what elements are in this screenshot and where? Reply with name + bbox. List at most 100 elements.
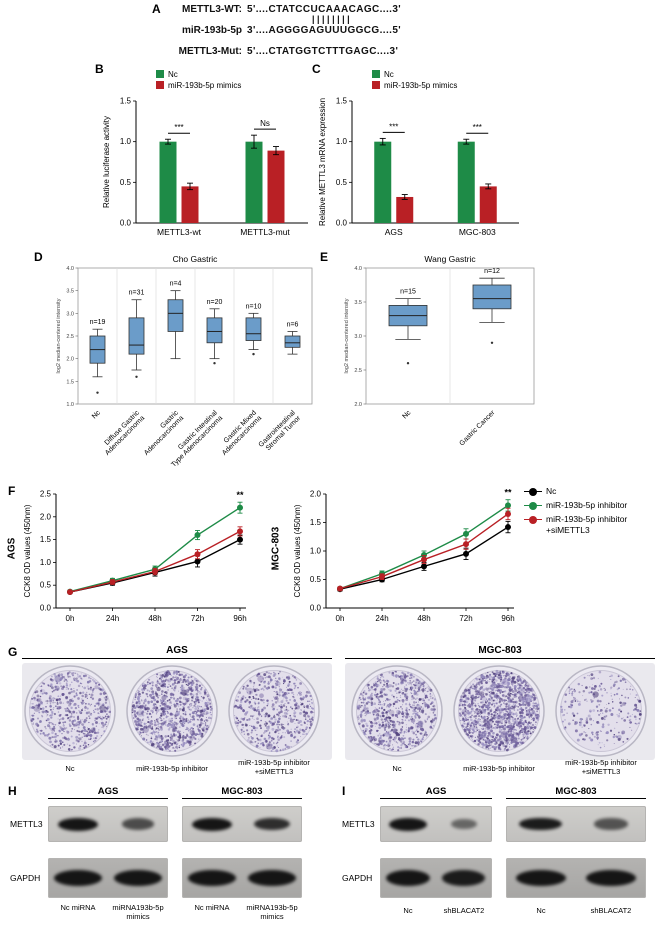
panel-h-label: H: [8, 784, 17, 798]
svg-text:n=19: n=19: [90, 319, 106, 326]
panel-a-label: A: [152, 2, 161, 16]
svg-text:CCK8 OD values (450nm): CCK8 OD values (450nm): [293, 504, 302, 597]
wb-h-lane-mgc803-nc: Nc miRNA: [194, 903, 230, 912]
svg-text:48h: 48h: [417, 614, 430, 623]
svg-text:2.0: 2.0: [354, 402, 362, 408]
wb-i-lane-ags-shblacat2: shBLACAT2: [443, 906, 485, 915]
panel-g-label: G: [8, 645, 18, 659]
wb-i-ags-title: AGS: [380, 786, 492, 799]
svg-text:72h: 72h: [459, 614, 472, 623]
wb-h-lane-ags-nc: Nc miRNA: [60, 903, 96, 912]
svg-text:0h: 0h: [66, 614, 75, 623]
legend-item-inhibitor: miR-193b-5p inhibitor: [524, 500, 627, 510]
svg-text:1.5: 1.5: [336, 97, 348, 106]
panel-c-label: C: [312, 62, 321, 76]
dish-label-mgc803-nc: Nc: [392, 764, 402, 773]
svg-text:Nc: Nc: [384, 70, 394, 79]
wb-i-gapdh-row-label: GAPDH: [342, 873, 373, 883]
mgc803-cck8-line-chart: 0.0 0.5 1.0 1.5 2.0 0h 24h 48h 72h 96h CCK8 OD val…: [293, 488, 515, 623]
svg-text:METTL3-mut: METTL3-mut: [240, 227, 290, 237]
wb-h-mgc803-gapdh-blot: [182, 858, 302, 898]
ags-colony-group-header: AGS: [22, 645, 332, 659]
svg-text:1.5: 1.5: [120, 97, 132, 106]
svg-text:0.0: 0.0: [40, 604, 52, 613]
wb-i-mettl3-row-label: METTL3: [342, 819, 375, 829]
svg-text:n=6: n=6: [287, 321, 299, 328]
svg-text:1.5: 1.5: [310, 518, 322, 527]
svg-text:MGC-803: MGC-803: [459, 227, 496, 237]
svg-text:Cho Gastric: Cho Gastric: [173, 254, 219, 264]
svg-text:Gastric MixedAdenocarcinoma: Gastric MixedAdenocarcinoma: [216, 409, 263, 456]
colony-dish-ags-nc: [24, 665, 116, 757]
sequence-text-mut: 5'....CTATGGTCTTTGAGC....3': [247, 46, 399, 57]
line-chart-legend: Nc miR-193b-5p inhibitor miR-193b-5p inh…: [524, 486, 627, 535]
svg-text:0h: 0h: [336, 614, 345, 623]
svg-text:3.0: 3.0: [66, 311, 74, 317]
svg-text:Ns: Ns: [260, 119, 270, 128]
svg-text:n=4: n=4: [170, 281, 182, 288]
svg-text:2.0: 2.0: [310, 490, 322, 499]
legend-marker-nc-icon: [524, 487, 542, 496]
base-pairing-marks: ||||||||: [312, 14, 353, 24]
svg-text:3.0: 3.0: [354, 334, 362, 340]
svg-text:0.0: 0.0: [310, 604, 322, 613]
svg-text:1.0: 1.0: [66, 402, 74, 408]
wb-i-lane-mgc803-shblacat2: shBLACAT2: [590, 906, 632, 915]
svg-text:miR-193b-5p mimics: miR-193b-5p mimics: [384, 81, 457, 90]
svg-text:0.0: 0.0: [120, 219, 132, 228]
sequence-row-mirna: miR-193b-5p 3'....AGGGGAGUUUGGCG....5': [150, 25, 401, 36]
sequence-text-mirna: 3'....AGGGGAGUUUGGCG....5': [247, 25, 402, 36]
svg-text:4.0: 4.0: [354, 266, 362, 272]
wb-i-mgc803-mettl3-blot: [506, 806, 646, 842]
svg-text:96h: 96h: [233, 614, 246, 623]
svg-text:***: ***: [174, 123, 183, 132]
colony-dish-ags-inhibitor: [126, 665, 218, 757]
wb-h-gapdh-row-label: GAPDH: [10, 873, 41, 883]
legend-marker-inhibitor-icon: [524, 501, 542, 510]
colony-dish-mgc803-nc: [351, 665, 443, 757]
svg-text:3.5: 3.5: [354, 300, 362, 306]
svg-text:1.0: 1.0: [336, 137, 348, 146]
dish-label-mgc803-inhibitor-simettl3: miR-193b-5p inhibitor +siMETTL3: [565, 758, 637, 777]
cho-gastric-box-plot: Cho Gastric 1.0 1.5 2.0 2.5 3.0 3.5 4.0 log2 med…: [56, 254, 313, 469]
wang-gastric-box-plot: Wang Gastric 2.0 2.5 3.0 3.5 4.0 log2 median-c…: [344, 254, 535, 447]
svg-text:***: ***: [473, 123, 482, 132]
svg-text:2.0: 2.0: [66, 357, 74, 363]
svg-text:3.5: 3.5: [66, 289, 74, 295]
legend-label-inhibitor: miR-193b-5p inhibitor: [546, 500, 628, 511]
svg-text:24h: 24h: [375, 614, 388, 623]
dish-label-mgc803-inhibitor: miR-193b-5p inhibitor: [463, 764, 535, 773]
wb-i-mgc803-gapdh-blot: [506, 858, 646, 898]
dish-label-ags-inhibitor: miR-193b-5p inhibitor: [136, 764, 208, 773]
svg-text:96h: 96h: [501, 614, 514, 623]
svg-text:0.5: 0.5: [120, 178, 132, 187]
svg-text:Nc: Nc: [168, 70, 178, 79]
wb-h-mgc803-mettl3-blot: [182, 806, 302, 842]
svg-text:1.5: 1.5: [40, 535, 52, 544]
ags-cck8-line-chart: 0.0 0.5 1.0 1.5 2.0 2.5 0h 24h 48h 72h 96h CCK8 OD …: [23, 490, 247, 624]
svg-text:n=31: n=31: [129, 290, 145, 297]
svg-text:n=15: n=15: [400, 289, 416, 296]
svg-text:2.0: 2.0: [40, 512, 52, 521]
luciferase-bar-chart: 0.0 0.5 1.0 1.5 Relative luciferase activity…: [102, 70, 308, 237]
svg-text:2.5: 2.5: [40, 490, 52, 499]
sequence-name-mut: METTL3-Mut:: [178, 46, 242, 57]
svg-text:**: **: [236, 490, 244, 500]
panel-i-label: I: [342, 784, 346, 798]
wb-h-lane-ags-mimics: miRNA193b-5p mimics: [112, 903, 164, 922]
ags-axis-label: AGS: [6, 537, 18, 560]
wb-i-lane-mgc803-nc: Nc: [536, 906, 546, 915]
svg-text:Wang Gastric: Wang Gastric: [424, 254, 476, 264]
mgc803-colony-title: MGC-803: [478, 645, 522, 656]
svg-text:**: **: [504, 488, 512, 498]
svg-text:log2 median-centered intensity: log2 median-centered intensity: [56, 298, 62, 373]
wb-i-mgc803-title: MGC-803: [506, 786, 646, 799]
wb-h-mgc803-title: MGC-803: [182, 786, 302, 799]
wb-h-mettl3-row-label: METTL3: [10, 819, 43, 829]
svg-text:24h: 24h: [106, 614, 119, 623]
svg-text:Nc: Nc: [91, 409, 102, 420]
legend-label-nc: Nc: [546, 486, 557, 496]
mgc803-axis-label: MGC-803: [270, 526, 282, 571]
wb-h-ags-mettl3-blot: [48, 806, 168, 842]
wb-i-ags-gapdh-blot: [380, 858, 492, 898]
